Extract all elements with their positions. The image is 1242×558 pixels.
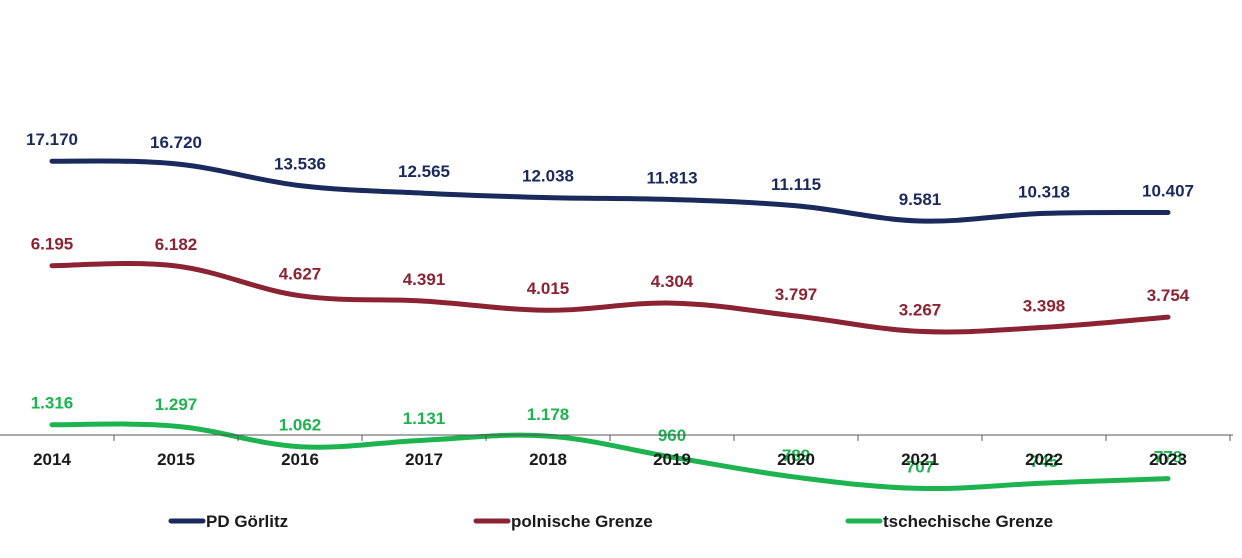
- x-tick-label-2022: 2022: [1025, 450, 1063, 469]
- data-label-polnische-grenze-2014: 6.195: [31, 235, 74, 254]
- x-tick-label-2018: 2018: [529, 450, 567, 469]
- x-tick-label-2014: 2014: [33, 450, 71, 469]
- legend-item-tschechische-grenze: tschechische Grenze: [848, 512, 1053, 531]
- x-tick-label-2015: 2015: [157, 450, 195, 469]
- legend: PD Görlitz polnische Grenze tschechische G…: [171, 512, 1053, 531]
- legend-label-polnische-grenze: polnische Grenze: [511, 512, 653, 531]
- data-label-pd-gorlitz-2023: 10.407: [1142, 182, 1194, 201]
- data-label-pd-gorlitz-2014: 17.170: [26, 130, 78, 149]
- data-label-polnische-grenze-2018: 4.015: [527, 279, 570, 298]
- series-line-tschechische-grenze: [52, 424, 1168, 489]
- data-label-polnische-grenze-2016: 4.627: [279, 265, 322, 284]
- data-label-polnische-grenze-2020: 3.797: [775, 285, 818, 304]
- data-label-pd-gorlitz-2022: 10.318: [1018, 182, 1070, 201]
- x-tick-label-2019: 2019: [653, 450, 691, 469]
- ticks-layer: 2014 2015 2016 2017 2018 2019 2020 2021 2022 2023: [33, 435, 1230, 469]
- data-label-tschechische-grenze-2014: 1.316: [31, 394, 74, 413]
- legend-item-pd-gorlitz: PD Görlitz: [171, 512, 288, 531]
- legend-label-tschechische-grenze: tschechische Grenze: [883, 512, 1053, 531]
- legend-item-polnische-grenze: polnische Grenze: [476, 512, 653, 531]
- series-line-polnische-grenze: [52, 264, 1168, 332]
- data-label-pd-gorlitz-2020: 11.115: [771, 175, 821, 194]
- data-label-polnische-grenze-2023: 3.754: [1147, 286, 1190, 305]
- legend-label-pd-gorlitz: PD Görlitz: [206, 512, 288, 531]
- data-label-tschechische-grenze-2016: 1.062: [279, 416, 322, 435]
- data-label-pd-gorlitz-2016: 13.536: [274, 155, 326, 174]
- data-label-polnische-grenze-2017: 4.391: [403, 270, 446, 289]
- data-label-tschechische-grenze-2017: 1.131: [403, 409, 446, 428]
- data-label-polnische-grenze-2019: 4.304: [651, 272, 694, 291]
- data-label-tschechische-grenze-2018: 1.178: [527, 405, 570, 424]
- data-label-tschechische-grenze-2015: 1.297: [155, 395, 198, 414]
- x-tick-label-2021: 2021: [901, 450, 939, 469]
- labels-layer: 17.170 16.720 13.536 12.565 12.038 11.813 11.1…: [26, 130, 1194, 476]
- series-line-pd-gorlitz: [52, 161, 1168, 221]
- x-tick-label-2016: 2016: [281, 450, 319, 469]
- x-tick-label-2020: 2020: [777, 450, 815, 469]
- data-label-pd-gorlitz-2017: 12.565: [398, 162, 450, 181]
- data-label-polnische-grenze-2022: 3.398: [1023, 296, 1066, 315]
- data-label-pd-gorlitz-2019: 11.813: [646, 169, 697, 188]
- data-label-polnische-grenze-2021: 3.267: [899, 300, 942, 319]
- data-label-pd-gorlitz-2018: 12.038: [522, 167, 574, 186]
- x-tick-label-2023: 2023: [1149, 450, 1187, 469]
- data-label-tschechische-grenze-2019: 960: [658, 426, 686, 445]
- x-tick-label-2017: 2017: [405, 450, 443, 469]
- data-label-polnische-grenze-2015: 6.182: [155, 235, 198, 254]
- data-label-pd-gorlitz-2021: 9.581: [899, 190, 942, 209]
- data-label-pd-gorlitz-2015: 16.720: [150, 133, 202, 152]
